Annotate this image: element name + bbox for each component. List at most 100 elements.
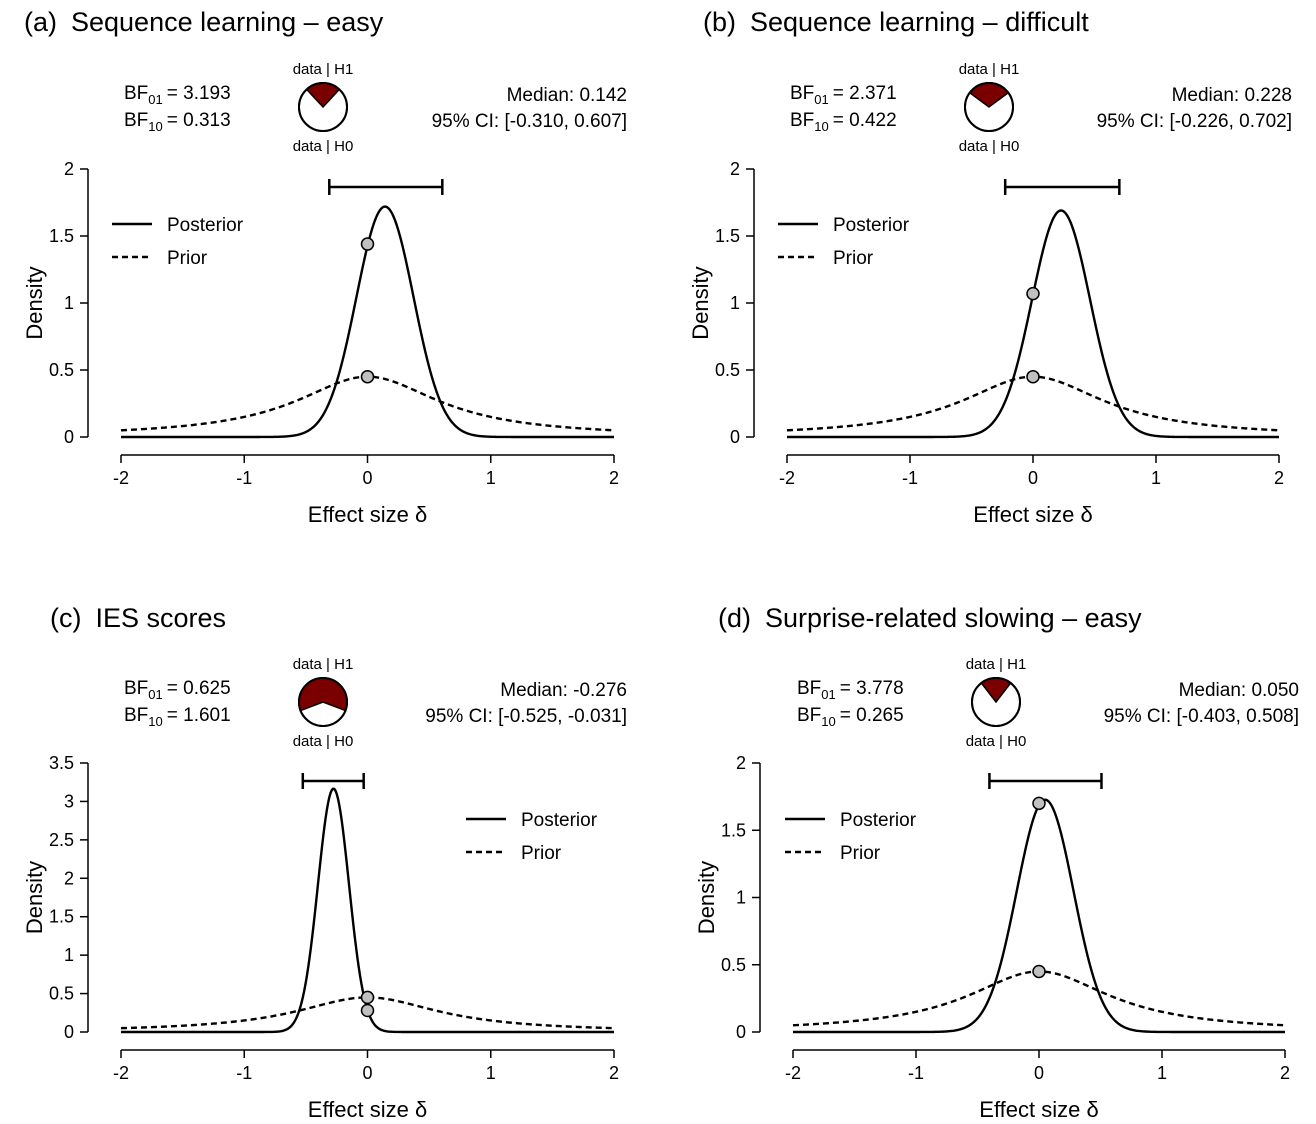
x-tick-label: 0 xyxy=(362,468,372,488)
bf01-text: BF01 = 3.193 xyxy=(124,83,231,107)
legend-label-prior: Prior xyxy=(521,843,562,864)
density-point xyxy=(1032,964,1046,979)
x-tick-label: 0 xyxy=(1034,1063,1044,1083)
density-point xyxy=(360,237,375,251)
y-tick-label: 1.5 xyxy=(49,907,74,927)
y-axis-label: Density xyxy=(688,266,713,339)
x-tick-label: 1 xyxy=(1157,1063,1167,1083)
y-tick-label: 3.5 xyxy=(49,753,74,773)
density-point xyxy=(360,990,375,1005)
prior-curve xyxy=(792,970,1286,1027)
panel-b: (b) Sequence learning – difficult BF01 = 2.… xyxy=(688,7,1292,527)
ci-text: 95% CI: [-0.310, 0.607] xyxy=(432,111,627,132)
pie-outline xyxy=(298,677,348,727)
panel-title: (b) Sequence learning – difficult xyxy=(703,7,1089,37)
pie-top-label: data | H1 xyxy=(293,61,354,78)
median-text: Median: 0.228 xyxy=(1172,85,1292,106)
y-tick-label: 1.5 xyxy=(715,226,740,246)
y-tick-label: 2 xyxy=(736,753,746,773)
y-tick-label: 0.5 xyxy=(721,955,746,975)
bf01-text: BF01 = 3.778 xyxy=(797,678,904,702)
y-tick-label: 3 xyxy=(64,791,74,811)
x-tick-label: -2 xyxy=(779,468,795,488)
x-axis-label: Effect size δ xyxy=(979,1097,1098,1122)
y-tick-label: 1.5 xyxy=(721,820,746,840)
x-tick-label: -1 xyxy=(236,1063,252,1083)
density-point xyxy=(360,369,375,384)
y-tick-label: 1 xyxy=(736,888,746,908)
pie-top-label: data | H1 xyxy=(966,656,1027,673)
bf10-text: BF10 = 0.265 xyxy=(797,705,904,729)
x-tick-label: -1 xyxy=(902,468,918,488)
bf10-text: BF10 = 0.313 xyxy=(124,110,231,134)
y-tick-label: 0.5 xyxy=(49,984,74,1004)
x-tick-label: 2 xyxy=(609,468,619,488)
posterior-curve xyxy=(793,798,1285,1034)
y-tick-label: 0 xyxy=(64,427,74,447)
y-tick-label: 0.5 xyxy=(49,360,74,380)
ci-text: 95% CI: [-0.226, 0.702] xyxy=(1097,111,1292,132)
y-tick-label: 2 xyxy=(64,868,74,888)
panel-title: (d) Surprise-related slowing – easy xyxy=(718,603,1142,633)
x-tick-label: 1 xyxy=(1151,468,1161,488)
density-point xyxy=(360,1003,375,1018)
legend-label-posterior: Posterior xyxy=(840,810,917,831)
density-point xyxy=(1026,286,1040,301)
legend-label-posterior: Posterior xyxy=(833,215,910,236)
x-tick-label: 2 xyxy=(1280,1063,1290,1083)
prior-curve xyxy=(120,375,615,432)
y-tick-label: 0 xyxy=(736,1022,746,1042)
x-tick-label: 2 xyxy=(1274,468,1284,488)
y-tick-label: 0 xyxy=(730,427,740,447)
pie-outline xyxy=(971,677,1021,727)
panel-c: (c) IES scores BF01 = 0.625 BF10 = 1.601 data … xyxy=(22,603,627,1122)
x-tick-label: 0 xyxy=(1028,468,1038,488)
y-tick-label: 2 xyxy=(730,159,740,179)
x-tick-label: -2 xyxy=(113,468,129,488)
legend-label-prior: Prior xyxy=(833,248,874,269)
x-tick-label: 2 xyxy=(609,1063,619,1083)
x-tick-label: -1 xyxy=(236,468,252,488)
prior-curve xyxy=(786,375,1280,432)
legend-label-prior: Prior xyxy=(167,248,208,269)
median-text: Median: 0.142 xyxy=(507,85,627,106)
legend-label-posterior: Posterior xyxy=(167,215,244,236)
pie-outline xyxy=(964,82,1014,132)
ci-text: 95% CI: [-0.403, 0.508] xyxy=(1104,706,1299,727)
x-tick-label: 0 xyxy=(362,1063,372,1083)
y-tick-label: 1 xyxy=(64,293,74,313)
y-axis-label: Density xyxy=(694,861,719,934)
legend-label-posterior: Posterior xyxy=(521,810,598,831)
median-text: Median: -0.276 xyxy=(500,680,627,701)
pie-bottom-label: data | H0 xyxy=(966,733,1027,750)
legend-label-prior: Prior xyxy=(840,843,881,864)
density-point xyxy=(1026,369,1040,384)
pie-top-label: data | H1 xyxy=(959,61,1020,78)
panel-a: (a) Sequence learning – easy BF01 = 3.193 BF… xyxy=(22,7,627,527)
ci-text: 95% CI: [-0.525, -0.031] xyxy=(425,706,627,727)
y-tick-label: 1 xyxy=(64,945,74,965)
y-tick-label: 0.5 xyxy=(715,360,740,380)
bf01-text: BF01 = 0.625 xyxy=(124,678,231,702)
y-tick-label: 2 xyxy=(64,159,74,179)
y-tick-label: 1.5 xyxy=(49,226,74,246)
bf10-text: BF10 = 0.422 xyxy=(790,110,897,134)
pie-bottom-label: data | H0 xyxy=(959,138,1020,155)
pie-top-label: data | H1 xyxy=(293,656,354,673)
posterior-curve xyxy=(787,209,1279,439)
x-tick-label: -1 xyxy=(908,1063,924,1083)
x-axis-label: Effect size δ xyxy=(973,502,1092,527)
panel-d: (d) Surprise-related slowing – easy BF01 = … xyxy=(694,603,1299,1122)
y-axis-label: Density xyxy=(22,266,47,339)
x-tick-label: -2 xyxy=(113,1063,129,1083)
pie-outline xyxy=(298,82,348,132)
y-axis-label: Density xyxy=(22,861,47,934)
y-tick-label: 1 xyxy=(730,293,740,313)
median-text: Median: 0.050 xyxy=(1179,680,1299,701)
x-tick-label: 1 xyxy=(486,1063,496,1083)
x-tick-label: -2 xyxy=(785,1063,801,1083)
x-tick-label: 1 xyxy=(486,468,496,488)
panel-title: (a) Sequence learning – easy xyxy=(24,7,384,37)
density-point xyxy=(1032,796,1046,811)
